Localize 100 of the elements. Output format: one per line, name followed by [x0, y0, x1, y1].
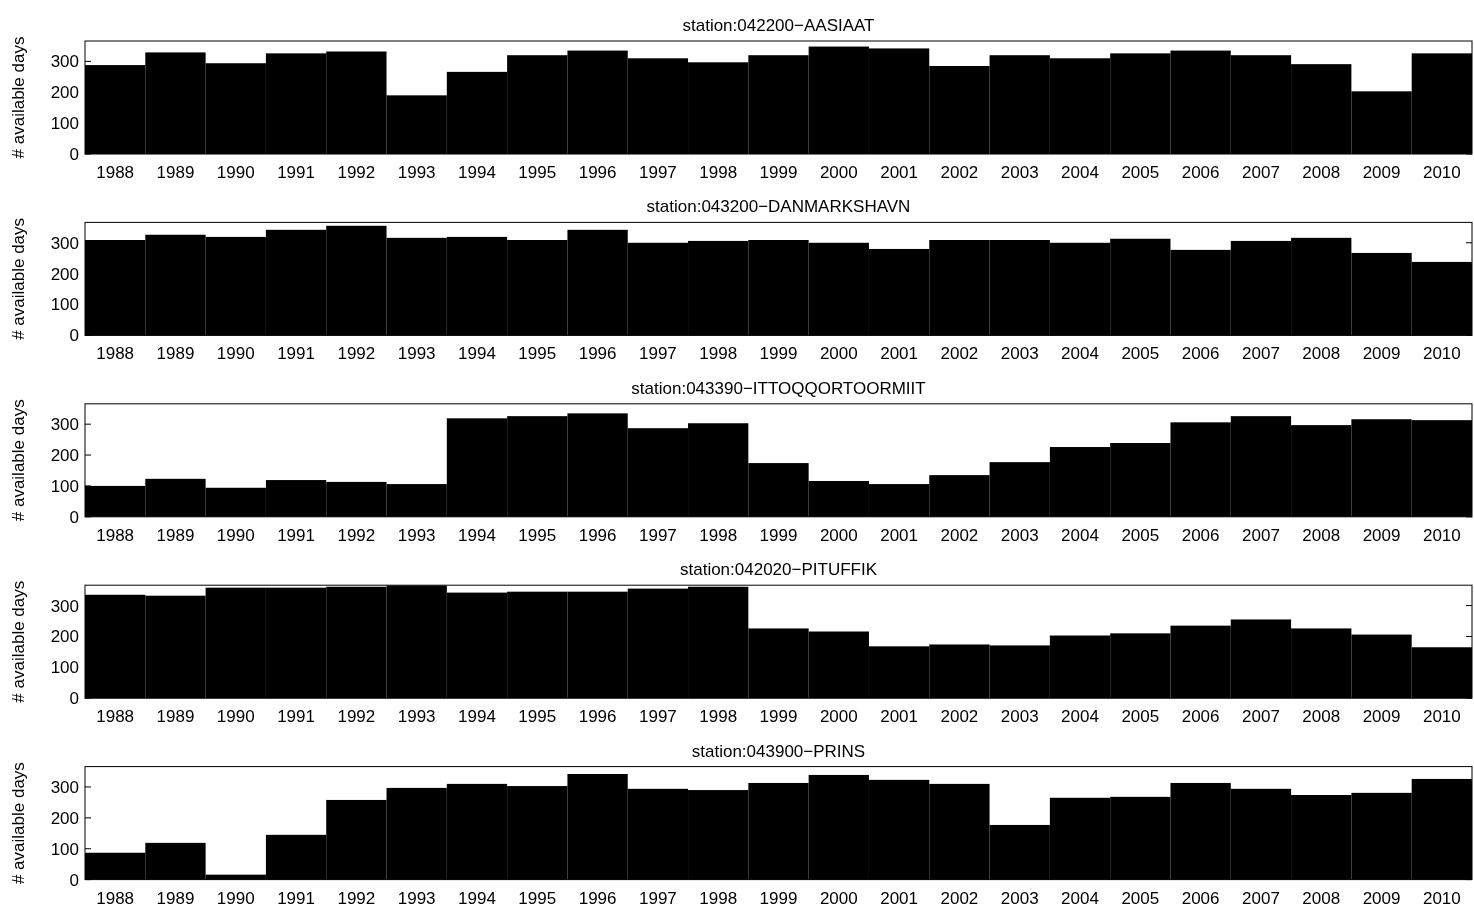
y-tick-label: 0	[69, 507, 79, 527]
x-tick-label: 2007	[1242, 707, 1280, 727]
x-tick-label: 2010	[1422, 888, 1461, 907]
x-tick-label: 2003	[1000, 888, 1039, 907]
x-tick-label: 1988	[96, 344, 135, 364]
x-tick-label: 2008	[1302, 163, 1341, 182]
y-axis-title: # available days	[9, 399, 28, 522]
y-axis-title: # available days	[9, 217, 28, 340]
x-tick-label: 2004	[1061, 888, 1099, 907]
x-tick-label: 1999	[759, 344, 798, 364]
x-tick-label: 2009	[1362, 344, 1401, 364]
x-tick-label: 2004	[1061, 707, 1099, 727]
x-tick-label: 1999	[759, 525, 798, 545]
x-tick-label: 2009	[1362, 525, 1401, 545]
y-axis-title: # available days	[9, 36, 28, 159]
x-tick-label: 2008	[1302, 525, 1341, 545]
x-tick-label: 2002	[940, 707, 979, 727]
x-tick-label: 1995	[518, 888, 557, 907]
x-tick-label: 2004	[1061, 525, 1099, 545]
y-tick-label: 100	[50, 295, 79, 315]
y-axis-title: # available days	[9, 580, 28, 703]
chart-title: station:042020−PITUFFIK	[679, 560, 878, 580]
x-tick-label: 2001	[880, 525, 919, 545]
y-tick-label: 200	[50, 83, 79, 103]
x-tick-label: 1991	[277, 888, 315, 907]
y-tick-label: 300	[50, 233, 79, 253]
x-tick-label: 1992	[337, 163, 376, 182]
x-tick-label: 2002	[940, 344, 979, 364]
x-tick-label: 2005	[1121, 344, 1160, 364]
x-tick-label: 2003	[1000, 707, 1039, 727]
x-tick-label: 1994	[458, 344, 496, 364]
x-tick-label: 1997	[638, 163, 677, 182]
y-tick-label: 100	[50, 476, 79, 496]
x-tick-label: 1989	[156, 525, 195, 545]
x-tick-label: 1995	[518, 525, 557, 545]
x-tick-label: 2002	[940, 525, 979, 545]
x-tick-label: 1996	[578, 707, 617, 727]
x-tick-label: 1990	[216, 707, 255, 727]
x-tick-label: 1991	[277, 163, 315, 182]
x-tick-label: 1998	[699, 525, 738, 545]
x-tick-label: 1997	[638, 344, 677, 364]
x-tick-label: 2005	[1121, 163, 1160, 182]
x-tick-label: 1999	[759, 888, 798, 907]
x-tick-label: 2007	[1242, 344, 1280, 364]
y-tick-label: 200	[50, 264, 79, 284]
chart-title: station:043390−ITTOQQORTOORMIIT	[631, 378, 926, 398]
chart-title: station:043200−DANMARKSHAVN	[646, 197, 911, 217]
x-tick-label: 2006	[1181, 707, 1220, 727]
x-tick-label: 1993	[397, 344, 436, 364]
x-tick-label: 1991	[277, 344, 315, 364]
y-tick-label: 0	[69, 326, 79, 346]
x-tick-label: 1989	[156, 344, 195, 364]
y-tick-label: 300	[50, 777, 79, 797]
x-tick-label: 2005	[1121, 707, 1160, 727]
x-tick-label: 2002	[940, 888, 979, 907]
x-tick-label: 1993	[397, 525, 436, 545]
x-tick-label: 1994	[458, 888, 496, 907]
x-tick-label: 2003	[1000, 163, 1039, 182]
x-tick-label: 1990	[216, 888, 255, 907]
x-tick-label: 1988	[96, 888, 135, 907]
x-tick-label: 2000	[819, 525, 858, 545]
x-tick-label: 2001	[880, 163, 919, 182]
x-tick-label: 1996	[578, 525, 617, 545]
x-tick-label: 1998	[699, 888, 738, 907]
y-tick-label: 0	[69, 144, 79, 164]
x-tick-label: 1996	[578, 888, 617, 907]
x-tick-label: 2004	[1061, 163, 1099, 182]
x-tick-label: 1990	[216, 525, 255, 545]
x-tick-label: 1996	[578, 163, 617, 182]
x-tick-label: 2000	[819, 163, 858, 182]
x-tick-label: 1992	[337, 344, 376, 364]
x-tick-label: 1991	[277, 707, 315, 727]
x-tick-label: 1992	[337, 525, 376, 545]
x-tick-label: 2006	[1181, 888, 1220, 907]
y-tick-label: 100	[50, 114, 79, 134]
x-tick-label: 2006	[1181, 163, 1220, 182]
y-tick-label: 200	[50, 627, 79, 647]
y-tick-label: 200	[50, 446, 79, 465]
y-tick-label: 0	[69, 689, 79, 709]
x-tick-label: 1990	[216, 163, 255, 182]
x-tick-label: 1994	[458, 525, 496, 545]
chart-title: station:042200−AASIAAT	[682, 16, 875, 35]
x-tick-label: 1992	[337, 888, 376, 907]
x-tick-label: 2007	[1242, 163, 1280, 182]
x-tick-label: 1998	[699, 344, 738, 364]
x-tick-label: 2001	[880, 888, 919, 907]
x-tick-label: 2004	[1061, 344, 1099, 364]
x-tick-label: 2010	[1422, 707, 1461, 727]
x-tick-label: 2002	[940, 163, 979, 182]
y-tick-label: 300	[50, 52, 79, 72]
y-tick-label: 200	[50, 808, 79, 828]
x-tick-label: 2000	[819, 707, 858, 727]
x-tick-label: 2009	[1362, 888, 1401, 907]
x-tick-label: 2001	[880, 707, 919, 727]
x-tick-label: 2010	[1422, 344, 1461, 364]
x-tick-label: 1997	[638, 707, 677, 727]
x-tick-label: 2006	[1181, 344, 1220, 364]
x-tick-label: 2007	[1242, 525, 1280, 545]
x-tick-label: 1989	[156, 163, 195, 182]
x-tick-label: 1989	[156, 888, 195, 907]
